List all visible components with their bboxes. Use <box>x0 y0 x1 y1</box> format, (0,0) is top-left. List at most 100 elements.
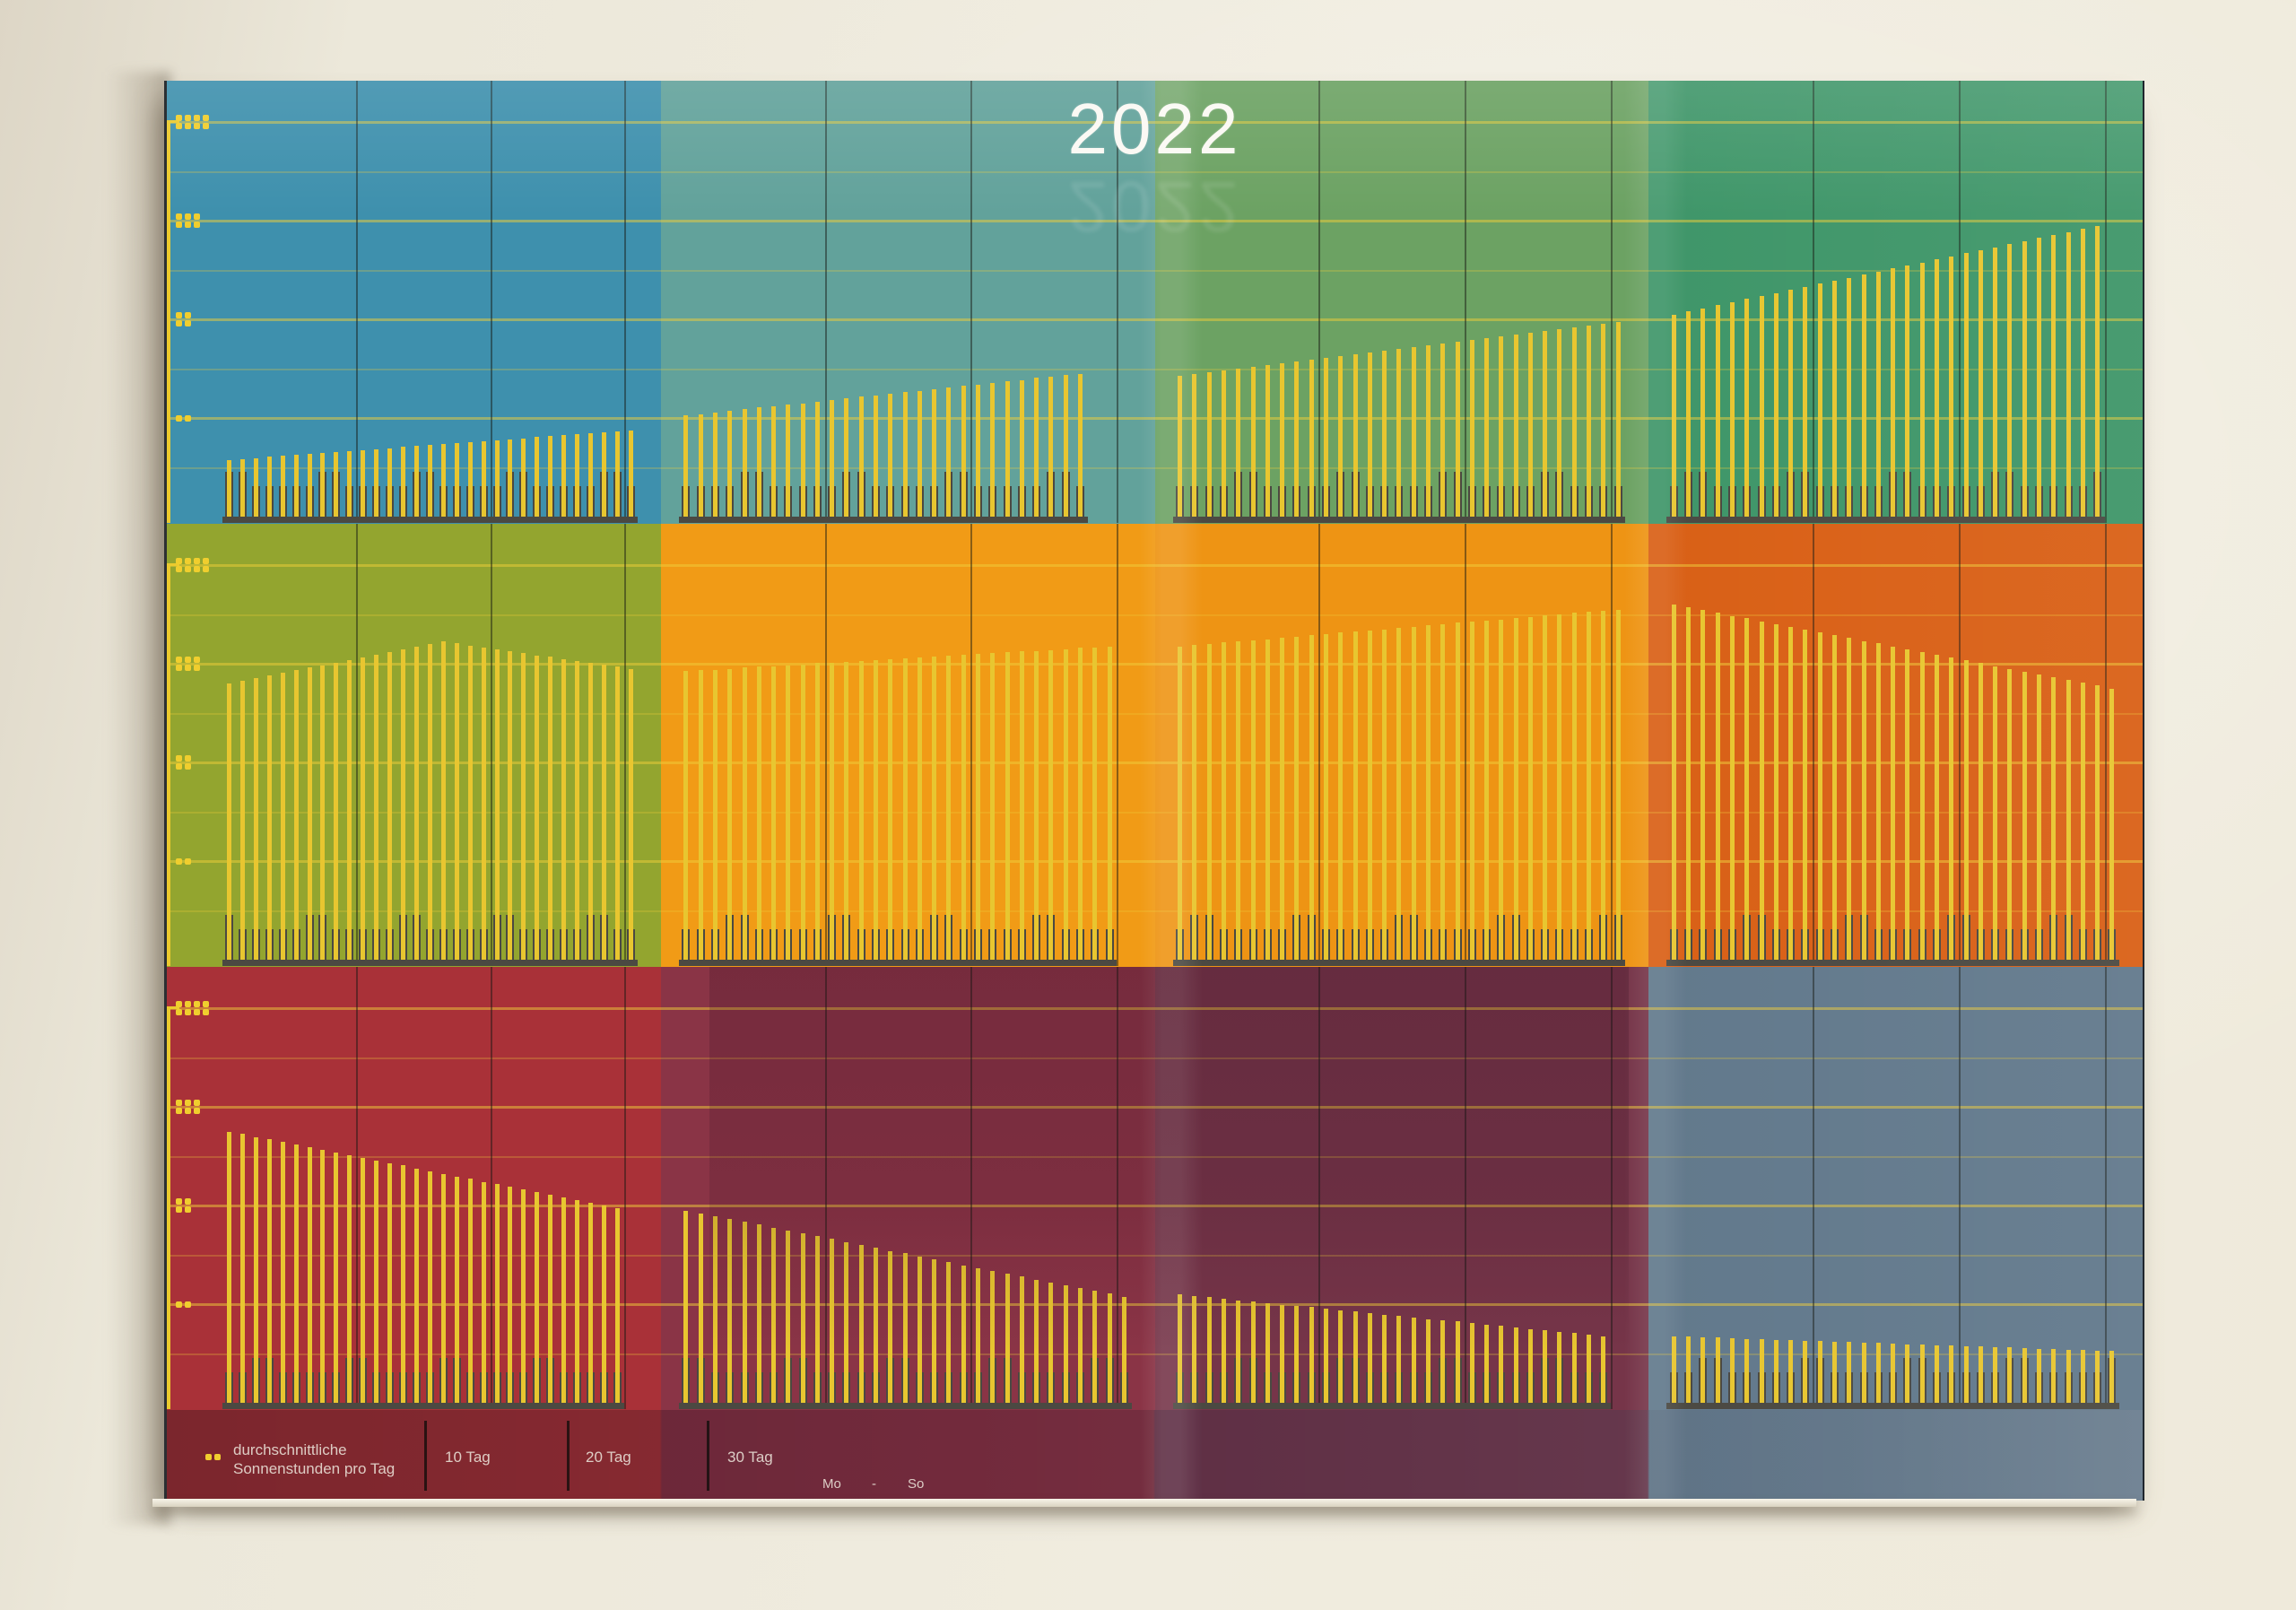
sun-hours-bar <box>1686 311 1692 517</box>
axis-dot <box>203 558 209 564</box>
sun-hours-bar <box>361 1157 366 1403</box>
sun-hours-bar <box>548 657 553 960</box>
sun-hours-bar <box>1615 321 1621 517</box>
sun-hours-bar <box>280 456 285 517</box>
axis-dot-label-8h <box>176 115 209 129</box>
sun-hours-bar <box>1092 1291 1098 1403</box>
hour-gridline-3h <box>167 1255 2143 1257</box>
sun-hours-bar <box>1063 375 1068 517</box>
axis-dot <box>194 115 200 121</box>
week-comb-baseline <box>678 960 1118 966</box>
sun-hours-bar <box>1773 624 1779 960</box>
sun-hours-bar <box>1571 326 1577 517</box>
sun-hours-bar <box>1367 630 1372 960</box>
sun-hours-bar <box>1192 1295 1197 1403</box>
sun-hours-bar <box>1817 632 1822 960</box>
sun-hours-bar <box>1543 330 1548 517</box>
axis-dot <box>176 213 182 220</box>
sun-hours-bar <box>1382 351 1387 517</box>
sun-hours-bar <box>1323 634 1328 960</box>
sun-hours-bar <box>1078 1287 1083 1403</box>
axis-dot-label-8h <box>176 558 209 572</box>
calendar-row-2 <box>167 524 2143 967</box>
axis-dot <box>203 123 209 129</box>
sun-hours-bar <box>266 1139 272 1403</box>
axis-dot <box>176 1100 182 1106</box>
hour-axis-spine <box>167 120 170 523</box>
sun-hours-bar <box>2051 234 2057 517</box>
axis-dot <box>185 1001 191 1007</box>
axis-dot <box>194 1009 200 1015</box>
sun-hours-bar <box>844 398 849 517</box>
hour-axis-spine <box>167 563 170 966</box>
sun-hours-legend-label: durchschnittliche Sonnenstunden pro Tag <box>233 1440 395 1478</box>
axis-dot <box>185 115 191 121</box>
day-line-20 <box>970 524 973 966</box>
axis-dot <box>203 1001 209 1007</box>
sun-hours-bar <box>742 667 747 960</box>
day-line-10 <box>1813 967 1815 1409</box>
sun-hours-bar <box>1484 1324 1490 1403</box>
sun-hours-bar <box>800 664 805 960</box>
sun-hours-bar <box>786 405 791 517</box>
sun-hours-bar <box>1601 610 1606 960</box>
sun-hours-bar <box>1513 617 1518 960</box>
sun-hours-bar <box>320 1149 326 1403</box>
sun-hours-bar <box>1557 1331 1562 1403</box>
poster-bottom-edge <box>152 1499 2136 1507</box>
sun-hours-bar <box>990 1270 996 1403</box>
sun-hours-bar <box>1601 1336 1606 1403</box>
day-line-20 <box>1465 967 1467 1409</box>
axis-dot <box>185 1206 191 1213</box>
axis-dot <box>194 657 200 663</box>
axis-dot <box>185 1198 191 1205</box>
sun-hours-bar <box>756 1224 761 1403</box>
sun-hours-bar <box>1004 381 1010 517</box>
sun-hours-bar <box>1338 1310 1344 1403</box>
sun-hours-bar <box>1265 365 1270 517</box>
day-line-10 <box>1318 81 1321 523</box>
sun-hours-bar <box>1367 1312 1372 1403</box>
sun-hours-bar <box>1978 1346 1983 1403</box>
sun-hours-bar <box>1817 283 1822 517</box>
sun-hours-bar <box>1294 361 1300 517</box>
sun-hours-bar <box>727 1218 733 1403</box>
sun-hours-bar <box>1831 1341 1837 1403</box>
axis-dot <box>194 213 200 220</box>
sun-hours-bar <box>917 390 922 517</box>
sun-hours-bar <box>727 668 733 960</box>
sun-hours-bar <box>976 1267 981 1403</box>
sun-hours-bar <box>1934 258 1939 517</box>
hour-gridline-2h <box>167 417 2143 420</box>
sun-hours-bar <box>1206 644 1212 960</box>
sun-hours-bar <box>614 1207 620 1403</box>
sun-hours-bar <box>1192 374 1197 517</box>
sun-hours-bar <box>226 683 231 960</box>
sun-hours-bar <box>361 657 366 960</box>
axis-dot <box>176 1108 182 1114</box>
sun-hours-bar <box>307 667 312 960</box>
axis-dot-label-8h <box>176 1001 209 1015</box>
sun-hours-bar <box>1352 631 1358 960</box>
sun-hours-bar <box>387 1162 393 1403</box>
sun-hours-bar <box>1265 1302 1270 1403</box>
sun-hours-bar <box>2036 674 2041 960</box>
axis-dot <box>176 123 182 129</box>
sun-hours-bar <box>2095 1350 2100 1403</box>
sun-hours-bar <box>888 659 893 960</box>
sun-hours-bar <box>1004 1273 1010 1403</box>
sun-hours-bar <box>1891 268 1896 517</box>
sun-hours-bar <box>1543 1330 1548 1403</box>
sun-hours-bar <box>226 459 231 517</box>
sun-hours-bar <box>454 643 459 960</box>
year-title-reflection: 2022 <box>1067 167 1242 247</box>
sun-hours-bar <box>2022 240 2027 517</box>
sun-hours-bar <box>1034 378 1039 517</box>
axis-dot-label-2h <box>176 1301 191 1308</box>
sun-hours-bar <box>1396 349 1402 517</box>
axis-dot-label-2h <box>176 415 191 422</box>
sun-hours-bar <box>387 651 393 960</box>
sun-hours-bar <box>1949 1345 1954 1403</box>
day-marker-20: 20 Tag <box>586 1449 631 1466</box>
sun-hours-bar <box>1671 314 1676 517</box>
